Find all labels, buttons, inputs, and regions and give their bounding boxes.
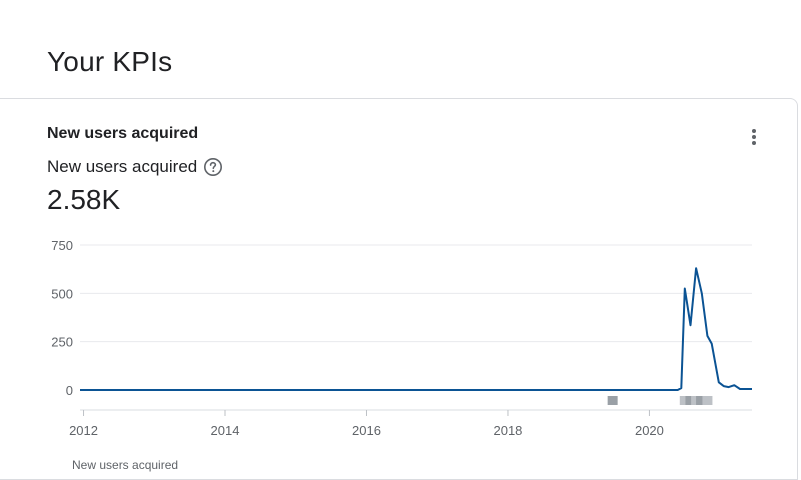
metric-row: New users acquired: [47, 157, 223, 177]
annotation-marker[interactable]: [685, 396, 696, 405]
y-tick-label: 750: [51, 238, 73, 253]
annotation-marker[interactable]: [607, 396, 618, 405]
metric-value: 2.58K: [47, 184, 121, 215]
annotation-marker[interactable]: [702, 396, 713, 405]
x-tick-label: 2014: [211, 423, 240, 438]
legend-label: New users acquired: [72, 458, 179, 472]
kpi-card: [0, 98, 798, 480]
page-title: Your KPIs: [47, 46, 173, 77]
x-tick-label: 2020: [635, 423, 664, 438]
help-circle-icon[interactable]: [203, 157, 223, 177]
more-options-button[interactable]: [744, 126, 764, 148]
x-tick-label: 2016: [352, 423, 381, 438]
line-chart: 0 250 500 750 2012 2014 2016 2018 2020: [51, 238, 752, 438]
y-tick-label: 250: [51, 335, 73, 350]
x-tick-label: 2018: [493, 423, 522, 438]
more-vert-icon: [752, 129, 756, 145]
series-line: [80, 267, 752, 391]
metric-label: New users acquired: [47, 157, 198, 176]
annotation-marker[interactable]: [679, 396, 690, 405]
y-tick-label: 500: [51, 286, 73, 301]
annotation-marker[interactable]: [696, 396, 707, 405]
y-tick-label: 0: [66, 383, 73, 398]
card-title: New users acquired: [47, 125, 199, 142]
x-tick-label: 2012: [69, 423, 98, 438]
